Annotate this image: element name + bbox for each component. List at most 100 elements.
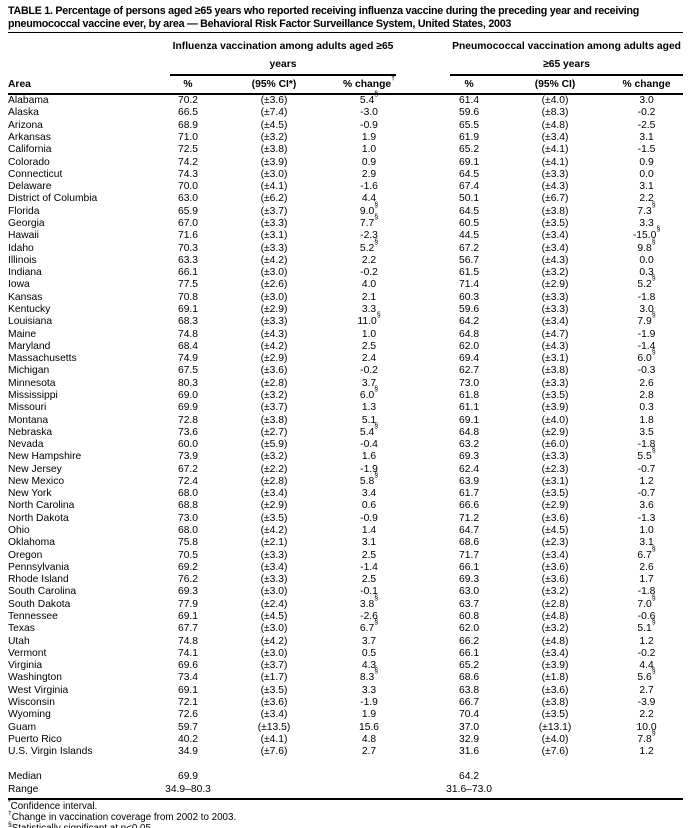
- pneumo-ci-cell: (±3.9): [541, 402, 569, 414]
- flu-ci-cell: (±2.2): [260, 463, 288, 475]
- pneumo-pct-cell: 37.0: [459, 721, 480, 733]
- table-row: Florida 65.9 (±3.7) 9.0§ 64.5 (±3.8) 7.3§: [8, 201, 683, 218]
- gutter-cell: [408, 378, 438, 390]
- gutter-cell: [408, 525, 438, 537]
- pneumo-pct-cell: 73.0: [459, 377, 480, 389]
- gutter-cell: [408, 476, 438, 488]
- table-row: Missouri 69.9 (±3.7) 1.3 61.1 (±3.9) 0.3: [8, 402, 683, 414]
- flu-ci-cell: (±3.2): [260, 451, 288, 463]
- area-cell: South Dakota: [8, 598, 71, 610]
- pneumo-change-cell: 1.7: [639, 574, 654, 586]
- pneumo-ci-cell: [500, 784, 610, 796]
- table-row: North Carolina 68.8 (±2.9) 0.6 66.6 (±2.9) 3.6: [8, 500, 683, 512]
- flu-ci-cell: (±5.9): [260, 439, 288, 451]
- flu-change-cell: -0.1: [360, 586, 378, 598]
- pneumo-ci-cell: (±4.1): [541, 144, 569, 156]
- flu-change-cell: 6.0§: [359, 385, 379, 401]
- gutter-cell: [408, 304, 438, 316]
- pneumo-ci-cell: (±3.4): [541, 316, 569, 328]
- area-cell: Washington: [8, 672, 62, 684]
- flu-ci-cell: (±1.7): [260, 672, 288, 684]
- table-row: Arkansas 71.0 (±3.2) 1.9 61.9 (±3.4) 3.1: [8, 132, 683, 144]
- flu-change-cell: -1.6: [360, 181, 378, 193]
- pneumo-pct-cell: 65.5: [459, 119, 480, 131]
- flu-change-cell: 3.3: [361, 684, 377, 696]
- pneumo-pct-cell: 71.2: [459, 512, 480, 524]
- area-cell: Montana: [8, 414, 49, 426]
- flu-ci-cell: (±3.2): [260, 389, 288, 401]
- flu-pct-cell: 69.6: [177, 660, 199, 672]
- pneumo-pct-cell: 63.2: [459, 439, 480, 451]
- pneumo-change-cell: 7.9§: [637, 312, 656, 328]
- pneumo-ci-cell: (±8.3): [541, 107, 569, 119]
- footnote-text: Statistically significant at p<0.05.: [12, 823, 154, 828]
- pneumo-pct-cell: 44.5: [459, 230, 480, 242]
- table-row: West Virginia 69.1 (±3.5) 3.3 63.8 (±3.6) 2.7: [8, 685, 683, 697]
- flu-ci-cell: (±3.3): [260, 218, 288, 229]
- pneumo-pct-cell: 65.2: [459, 660, 480, 672]
- pneumo-change-cell: 5.5§: [637, 447, 656, 463]
- footnote-marker: §: [8, 820, 12, 828]
- gutter-cell: [408, 611, 438, 623]
- pneumo-change-cell: 5.6§: [637, 668, 656, 684]
- table-row: Iowa 77.5 (±2.6) 4.0 71.4 (±2.9) 5.2§: [8, 275, 683, 291]
- vaccination-table: Influenza vaccination among adults aged …: [8, 33, 684, 796]
- flu-pct-cell: 65.9: [177, 205, 199, 217]
- pneumo-ci-cell: (±3.5): [541, 488, 569, 500]
- pneumo-change-cell: 3.0: [639, 95, 654, 107]
- pneumo-ci-cell: (±3.3): [541, 303, 569, 315]
- pneumo-ci-cell: (±3.9): [541, 660, 569, 672]
- flu-ci-cell: (±2.1): [260, 537, 288, 549]
- flu-pct-cell: 74.8: [177, 635, 199, 647]
- pneumococcal-group-header: Pneumococcal vaccination among adults ag…: [438, 33, 684, 77]
- pneumo-change-cell: -0.3: [637, 365, 656, 377]
- significance-marker: §: [374, 619, 379, 627]
- area-cell: Illinois: [8, 254, 37, 266]
- pneumo-pct-cell: 69.3: [459, 574, 480, 586]
- pneumo-ci-cell: (±3.8): [541, 365, 569, 377]
- area-cell: Nevada: [8, 439, 44, 451]
- pneumo-ci-cell: (±4.7): [541, 328, 569, 340]
- flu-pct-cell: 67.2: [177, 463, 199, 475]
- flu-change-cell: 2.5: [361, 574, 377, 586]
- flu-ci-cell: (±2.6): [260, 279, 288, 291]
- pneumo-change-cell: 3.3: [639, 218, 654, 229]
- pneumo-change-cell: 4.4: [639, 660, 654, 672]
- area-cell: Rhode Island: [8, 574, 69, 586]
- area-cell: Wisconsin: [8, 696, 55, 708]
- significance-marker: §: [374, 471, 379, 479]
- area-cell: New York: [8, 488, 52, 500]
- significance-marker: §: [656, 226, 661, 234]
- flu-ci-cell: (±3.5): [260, 512, 288, 524]
- pneumo-change-cell: -0.2: [637, 107, 656, 119]
- pneumo-ci-cell: (±2.9): [541, 279, 569, 291]
- flu-change-cell: 2.7: [361, 746, 377, 758]
- summary-row: Range 34.9–80.3 31.6–73.0: [8, 784, 683, 796]
- flu-pct-cell: 76.2: [177, 574, 199, 586]
- flu-ci-cell: (±3.6): [260, 95, 288, 107]
- area-cell: Michigan: [8, 365, 50, 377]
- group-header-spacer: [8, 33, 158, 76]
- flu-ci-cell: (±3.2): [260, 132, 288, 144]
- flu-change-cell: -1.9: [360, 696, 378, 708]
- flu-pct-cell: 34.9–80.3: [165, 783, 211, 795]
- flu-change-cell: 1.6: [361, 451, 377, 463]
- pneumo-ci-cell: (±3.4): [541, 549, 569, 561]
- pneumo-change-cell: 3.5: [639, 426, 654, 438]
- flu-ci-cell: (±4.5): [260, 119, 288, 131]
- flu-ci-cell: (±4.2): [260, 525, 288, 537]
- pneumo-change-cell: -1.8: [637, 439, 656, 451]
- pneumo-change-cell: 1.2: [639, 746, 654, 758]
- pneumo-ci-cell: (±3.3): [541, 377, 569, 389]
- gutter-cell: [408, 402, 438, 414]
- table-row: Nevada 60.0 (±5.9) -0.4 63.2 (±6.0) -1.8: [8, 439, 683, 451]
- pneumo-change-cell: 7.3§: [637, 201, 656, 217]
- area-cell: Hawaii: [8, 230, 39, 242]
- flu-pct-cell: 63.0: [177, 193, 199, 205]
- pneumo-pct-cell: 69.1: [459, 156, 480, 168]
- flu-pct-cell: 69.1: [177, 611, 199, 622]
- pneumo-pct-cell: 66.6: [459, 500, 480, 512]
- area-cell: Nebraska: [8, 426, 53, 438]
- significance-marker: §: [651, 349, 656, 357]
- flu-pct-cell: 68.9: [177, 119, 199, 131]
